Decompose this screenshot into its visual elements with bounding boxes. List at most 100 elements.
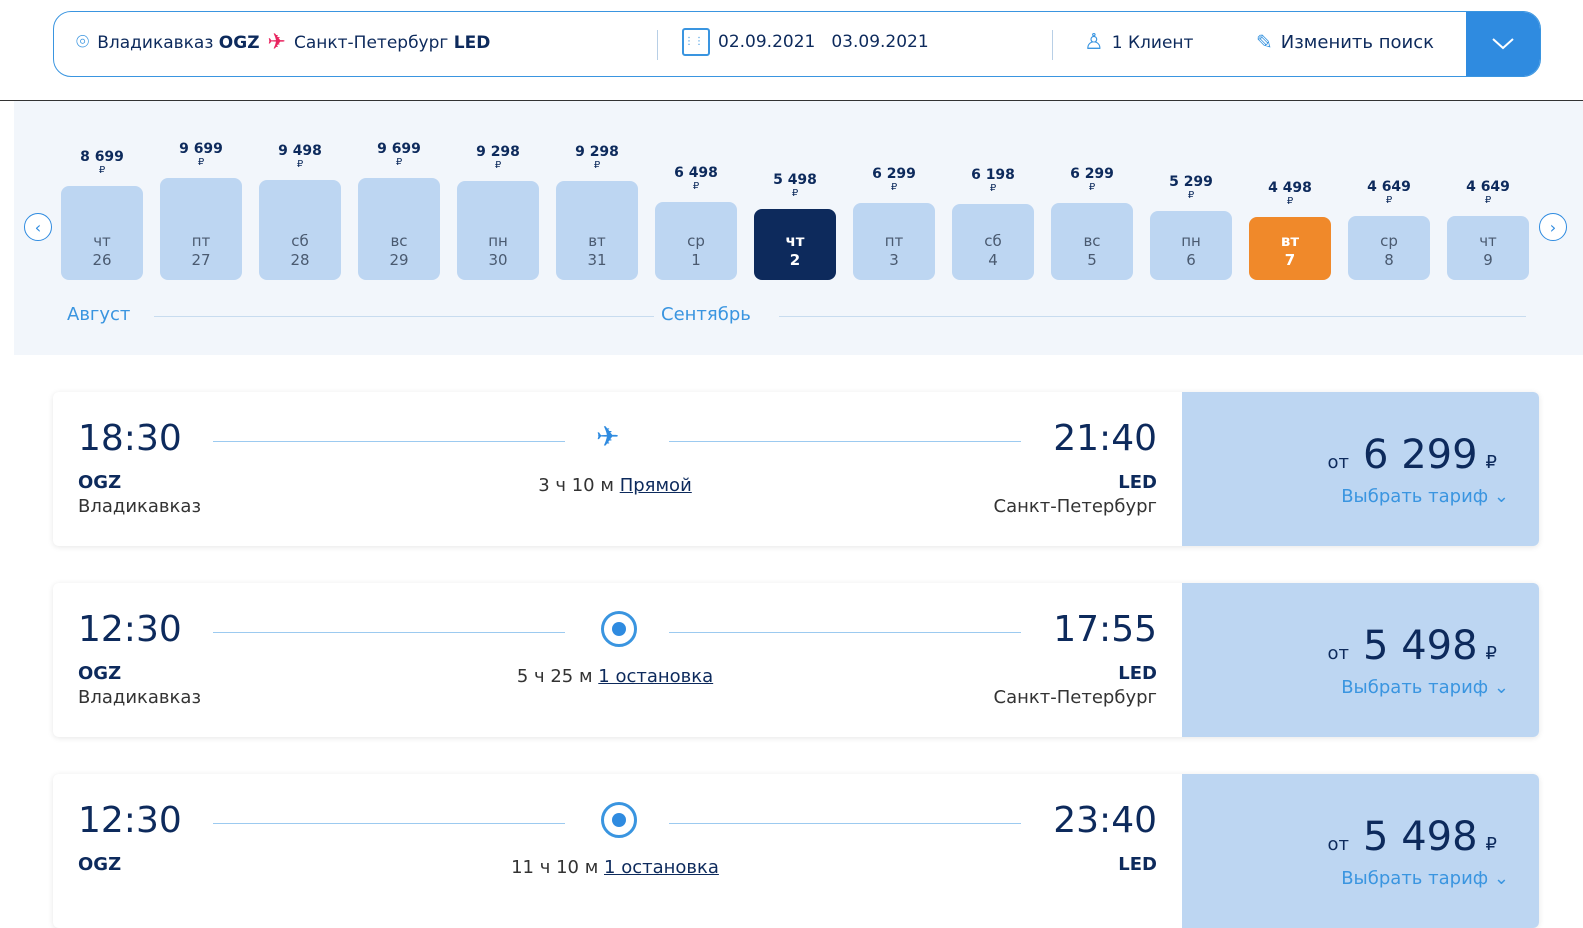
from-label: от (1327, 643, 1350, 664)
chevron-right-icon: › (1549, 217, 1557, 237)
date-out: 02.09.2021 (718, 32, 816, 52)
day-price: 6 299 ₽ (1070, 166, 1114, 193)
departure-time: 18:30 (78, 418, 182, 459)
departure-code: OGZ (78, 663, 122, 684)
arrival-time: 17:55 (1053, 609, 1157, 650)
day-bar[interactable]: пн 30 (457, 181, 539, 280)
day-of-week: чт (785, 232, 805, 250)
day-of-week: вс (390, 232, 408, 250)
arrival-code: LED (1118, 472, 1157, 493)
flight-card[interactable]: 12:30 23:40 OGZ LED 11 ч 10 м 1 остановк… (53, 774, 1539, 928)
to-code: LED (453, 32, 491, 53)
day-bar[interactable]: чт 26 (61, 186, 143, 280)
chevron-down-icon: ⌄ (1493, 868, 1509, 889)
stop-icon (601, 611, 637, 647)
passengers[interactable]: ♙ 1 Клиент (1084, 30, 1193, 55)
departure-city: Владикавказ (78, 687, 202, 708)
day-bar[interactable]: пт 3 (853, 203, 935, 280)
day-bar[interactable]: чт 2 (754, 209, 836, 280)
search-bar[interactable]: ⌾ Владикавказ OGZ ✈ Санкт-Петербург LED … (53, 11, 1541, 77)
chevron-down-icon (1492, 38, 1514, 50)
stops-link[interactable]: 1 остановка (604, 857, 719, 878)
day-bar[interactable]: вс 5 (1051, 203, 1133, 280)
passengers-label: 1 Клиент (1111, 32, 1194, 53)
day-number: 28 (290, 251, 310, 269)
stops-link[interactable]: 1 остановка (598, 666, 714, 687)
day-price: 9 298 ₽ (476, 144, 520, 171)
select-fare-button[interactable]: Выбрать тариф ⌄ (1341, 868, 1509, 889)
duration: 3 ч 10 м (538, 475, 614, 496)
currency: ₽ (1485, 834, 1497, 855)
next-dates-button[interactable]: › (1539, 213, 1567, 241)
day-price: 8 699 ₽ (80, 149, 124, 176)
from-city: Владикавказ (97, 32, 214, 53)
departure-time: 12:30 (78, 800, 182, 841)
arrival-code: LED (1118, 854, 1157, 875)
divider (657, 30, 658, 60)
route[interactable]: ⌾ Владикавказ OGZ ✈ Санкт-Петербург LED (76, 30, 490, 55)
from-code: OGZ (218, 32, 260, 53)
day-price: 6 498 ₽ (674, 165, 718, 192)
price-panel[interactable]: от 5 498 ₽ Выбрать тариф ⌄ (1182, 774, 1539, 928)
price-panel[interactable]: от 6 299 ₽ Выбрать тариф ⌄ (1182, 392, 1539, 546)
day-number: 26 (92, 251, 112, 269)
calendar-icon: ⋮⋮⋮ (682, 28, 714, 56)
route-line (213, 823, 565, 824)
to-city: Санкт-Петербург (293, 32, 449, 53)
from-label: от (1327, 452, 1350, 473)
day-number: 6 (1186, 251, 1196, 269)
edit-search-button[interactable]: ✎ Изменить поиск (1256, 30, 1434, 54)
day-bar[interactable]: сб 28 (259, 180, 341, 280)
dates[interactable]: ⋮⋮⋮ 02.09.2021 03.09.2021 (682, 28, 929, 56)
day-bar[interactable]: вс 29 (358, 178, 440, 280)
day-number: 8 (1384, 251, 1394, 269)
month-divider (154, 316, 654, 317)
departure-time: 12:30 (78, 609, 182, 650)
stops-link[interactable]: Прямой (619, 475, 692, 496)
person-icon: ♙ (1084, 30, 1104, 55)
duration: 11 ч 10 м (511, 857, 599, 878)
day-bar[interactable]: пн 6 (1150, 211, 1232, 280)
currency: ₽ (1485, 643, 1497, 664)
price-panel[interactable]: от 5 498 ₽ Выбрать тариф ⌄ (1182, 583, 1539, 737)
day-bar[interactable]: вт 7 (1249, 217, 1331, 280)
price-calendar: ‹ › 8 699 ₽ чт 26 9 699 ₽ пт 27 9 498 ₽ сб 28 9 6… (14, 101, 1583, 355)
day-price: 4 649 ₽ (1466, 179, 1510, 206)
day-bar[interactable]: вт 31 (556, 181, 638, 280)
day-bar[interactable]: ср 1 (655, 202, 737, 280)
flight-card[interactable]: 18:30 ✈ 21:40 OGZ Владикавказ LED Санкт-… (53, 392, 1539, 546)
day-price: 6 299 ₽ (872, 166, 916, 193)
day-of-week: пт (191, 232, 211, 250)
day-bar[interactable]: ср 8 (1348, 216, 1430, 280)
day-number: 29 (389, 251, 409, 269)
day-price: 5 498 ₽ (773, 172, 817, 199)
price: 5 498 (1363, 814, 1478, 860)
divider (1052, 30, 1053, 60)
departure-code: OGZ (78, 472, 122, 493)
day-bar[interactable]: пт 27 (160, 178, 242, 280)
day-of-week: вс (1083, 232, 1101, 250)
chevron-down-icon: ⌄ (1493, 486, 1509, 507)
day-bar[interactable]: чт 9 (1447, 216, 1529, 280)
from-label: от (1327, 834, 1350, 855)
select-fare-button[interactable]: Выбрать тариф ⌄ (1341, 677, 1509, 698)
day-of-week: пт (884, 232, 904, 250)
day-of-week: пн (488, 232, 508, 250)
day-number: 27 (191, 251, 211, 269)
arrival-code: LED (1118, 663, 1157, 684)
day-bar[interactable]: сб 4 (952, 204, 1034, 280)
day-number: 30 (488, 251, 508, 269)
edit-icon: ✎ (1256, 30, 1273, 54)
select-fare-button[interactable]: Выбрать тариф ⌄ (1341, 486, 1509, 507)
arrival-time: 21:40 (1053, 418, 1157, 459)
select-fare-label: Выбрать тариф (1341, 868, 1489, 889)
departure-city: Владикавказ (78, 496, 202, 517)
day-of-week: вт (1280, 232, 1300, 250)
day-price: 4 649 ₽ (1367, 179, 1411, 206)
prev-dates-button[interactable]: ‹ (24, 213, 52, 241)
flight-card[interactable]: 12:30 17:55 OGZ Владикавказ LED Санкт-Пе… (53, 583, 1539, 737)
month-label: Август (67, 304, 131, 325)
month-divider (779, 316, 1526, 317)
expand-search-button[interactable] (1466, 12, 1540, 76)
day-of-week: вт (588, 232, 606, 250)
